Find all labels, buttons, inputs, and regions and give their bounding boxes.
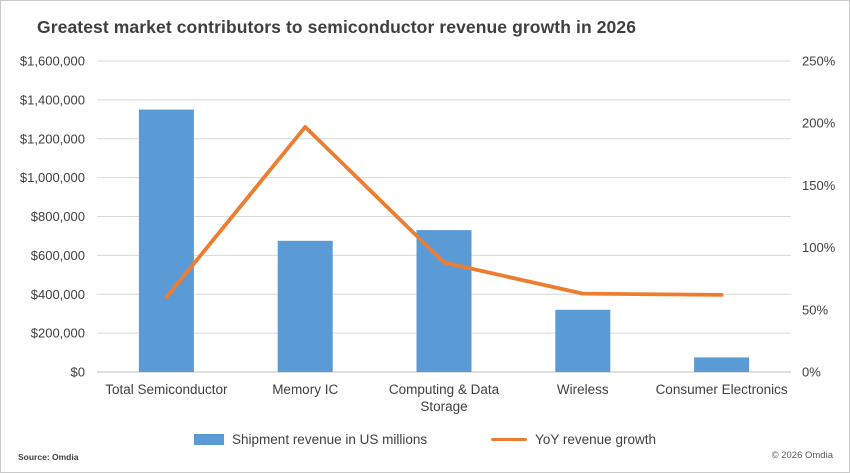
x-axis-label-consumer-electronics: Consumer Electronics [656, 382, 788, 397]
x-axis-label-wireless: Wireless [557, 382, 609, 397]
bar-memory-ic [277, 240, 333, 372]
bar-computing-data-storage [416, 230, 472, 372]
left-axis-tick-label: $800,000 [31, 209, 85, 224]
copyright-note: © 2026 Omdia [771, 450, 833, 461]
right-axis-tick-label: 200% [802, 116, 836, 131]
bar-wireless [555, 309, 611, 372]
source-note: Source: Omdia [18, 452, 79, 462]
legend-bar-label: Shipment revenue in US millions [232, 432, 428, 447]
right-axis-tick-label: 250% [802, 54, 836, 69]
bar-series-swatch [194, 434, 225, 445]
left-axis-tick-label: $1,600,000 [20, 54, 85, 69]
legend-item-shipment-revenue: Shipment revenue in US millions [194, 432, 427, 447]
left-axis-tick-label: $400,000 [31, 287, 85, 302]
yoy-revenue-growth-line [164, 125, 724, 300]
bar-total-semiconductor [138, 109, 194, 372]
left-axis-tick-label: $1,000,000 [20, 170, 85, 185]
x-axis-label-computing-data-storage: Computing & Data Storage [389, 382, 500, 414]
right-axis-tick-label: 100% [802, 240, 836, 255]
left-axis-tick-label: $200,000 [31, 326, 85, 341]
legend: Shipment revenue in US millions YoY reve… [1, 432, 849, 447]
right-axis-tick-label: 150% [802, 178, 836, 193]
x-axis-label-memory-ic: Memory IC [272, 382, 338, 397]
chart-title: Greatest market contributors to semicond… [37, 17, 637, 37]
legend-line-label: YoY revenue growth [535, 432, 656, 447]
left-axis-tick-label: $0 [71, 365, 85, 380]
right-axis-tick-label: 0% [802, 365, 821, 380]
right-axis-tick-label: 50% [802, 302, 828, 317]
bar-consumer-electronics [694, 357, 750, 372]
left-axis-tick-label: $1,400,000 [20, 92, 85, 107]
left-axis-tick-label: $1,200,000 [20, 131, 85, 146]
legend-item-yoy-growth: YoY revenue growth [491, 432, 656, 447]
line-series-swatch [491, 437, 528, 442]
x-axis-label-total-semiconductor: Total Semiconductor [105, 382, 228, 397]
left-axis-tick-label: $600,000 [31, 248, 85, 263]
